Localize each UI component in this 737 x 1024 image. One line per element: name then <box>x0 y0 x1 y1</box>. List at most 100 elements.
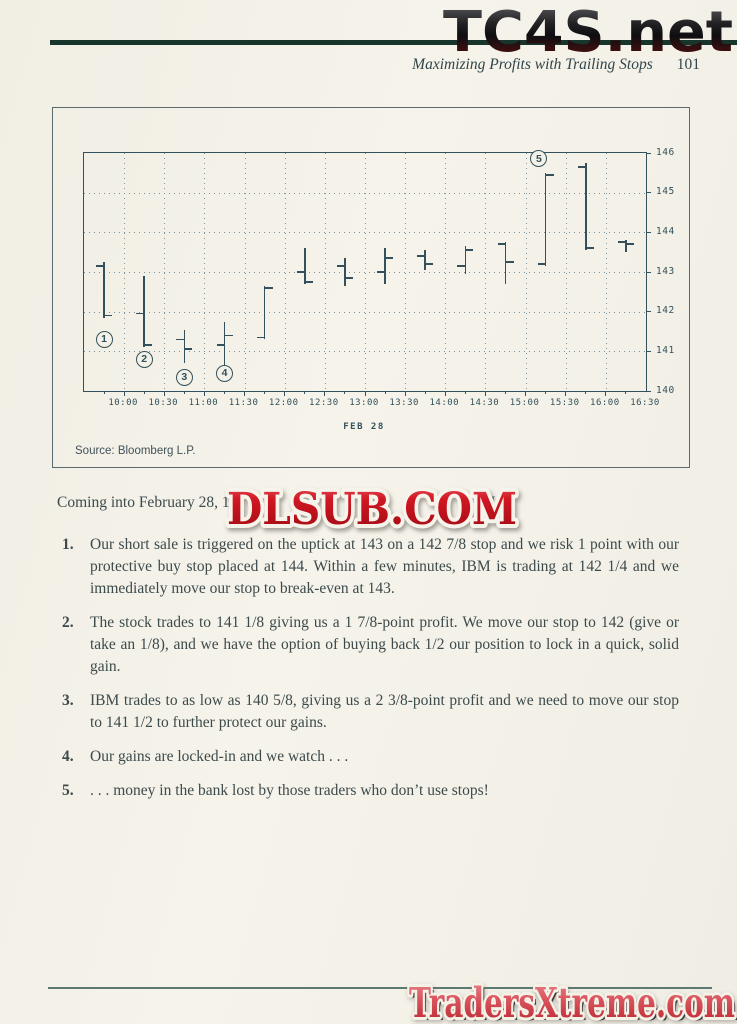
y-axis-tick <box>646 152 651 154</box>
chart-figure: 1 2 3 4 5 140 141 142 143 144 145 146 10:00 10:30 11:… <box>52 107 690 468</box>
x-axis-tick <box>344 391 346 394</box>
list-item: 3. IBM trades to as low as 140 5/8, givin… <box>57 690 679 734</box>
gridline-v <box>565 153 567 391</box>
x-axis-tick <box>224 391 225 394</box>
annotation-circle: 3 <box>175 368 193 386</box>
tradersxtreme-watermark-text: TradersXtreme.com <box>409 979 735 1024</box>
annotation-circle: 4 <box>216 364 233 382</box>
gridline-v <box>405 153 407 391</box>
gridline-v <box>445 153 447 391</box>
gridline-v <box>605 153 607 391</box>
open-tick <box>617 241 626 244</box>
x-axis-tick <box>103 391 105 394</box>
price-bar <box>223 321 226 366</box>
open-tick <box>336 265 345 267</box>
x-axis-tick <box>264 391 266 394</box>
price-bar <box>424 250 426 270</box>
close-tick <box>104 314 113 317</box>
y-tick-label: 140 <box>656 384 675 396</box>
gridline-v <box>525 153 527 391</box>
x-axis-tick <box>625 391 627 394</box>
header-rule <box>50 40 737 45</box>
x-axis-tick <box>525 391 527 396</box>
open-tick <box>296 271 305 273</box>
body-text: Coming into February 28, 1 M. 1. Our short… <box>57 492 679 814</box>
gridline-v <box>365 153 366 391</box>
page-number: 101 <box>676 56 700 73</box>
x-tick-label: 15:00 <box>509 398 540 408</box>
y-tick-label: 144 <box>656 225 675 237</box>
price-bar <box>544 172 547 267</box>
x-axis-tick <box>464 391 466 394</box>
price-bar <box>464 246 467 274</box>
close-tick <box>625 243 634 246</box>
gridline-v <box>244 153 246 391</box>
x-tick-label: 10:30 <box>148 398 179 408</box>
x-axis-tick <box>585 391 587 394</box>
y-tick-label: 143 <box>656 265 675 277</box>
gridline-v <box>485 153 487 391</box>
x-tick-label: 11:30 <box>228 398 259 408</box>
price-bar <box>344 258 346 286</box>
close-tick <box>425 263 434 265</box>
x-axis-tick <box>324 391 326 396</box>
close-tick <box>385 257 394 259</box>
annotation-circle: 2 <box>135 350 153 368</box>
open-tick <box>96 265 105 267</box>
x-axis-tick <box>244 391 246 396</box>
y-axis-tick <box>646 311 651 313</box>
gridline-v <box>204 153 206 391</box>
close-tick <box>344 277 353 279</box>
x-axis-tick <box>203 391 205 396</box>
x-tick-label: 12:30 <box>309 398 339 408</box>
close-tick <box>545 173 554 176</box>
x-axis-tick <box>304 391 306 394</box>
x-tick-label: 13:00 <box>349 398 379 408</box>
list-item: 4. Our gains are locked-in and we watch .… <box>57 746 679 768</box>
open-tick <box>497 243 506 246</box>
price-bar <box>584 162 587 251</box>
x-tick-label: 14:30 <box>469 398 500 408</box>
x-axis-tick <box>505 391 506 394</box>
annotation-circle: 5 <box>530 150 548 168</box>
open-tick <box>176 338 185 341</box>
tradersxtreme-watermark: TradersXtreme.com TradersXtreme.com <box>406 976 737 1024</box>
close-tick <box>144 344 153 347</box>
y-tick-label: 145 <box>656 186 675 198</box>
list-item: 5. . . . money in the bank lost by those … <box>57 780 679 802</box>
x-axis-tick <box>404 391 406 396</box>
chart-plot: 1 2 3 4 5 <box>83 150 651 396</box>
tc4s-watermark: TC4S.net <box>443 0 733 64</box>
x-tick-label: 11:00 <box>188 398 219 408</box>
x-axis-tick <box>143 391 145 394</box>
x-tick-label: 16:00 <box>590 398 620 408</box>
list-item-number: 3. <box>62 692 74 709</box>
list-item-text: The stock trades to 141 1/8 giving us a … <box>90 614 679 675</box>
x-axis-tick <box>484 391 486 396</box>
x-axis-tick <box>364 391 366 396</box>
x-axis-tick <box>183 391 185 394</box>
x-axis-tick <box>163 391 165 396</box>
x-tick-label: 12:00 <box>268 398 299 408</box>
price-bar <box>625 240 627 253</box>
running-head: Maximizing Profits with Trailing Stops 10… <box>0 56 700 74</box>
x-axis-tick <box>565 391 567 396</box>
intro-text-after: M. <box>481 494 500 511</box>
close-tick <box>465 249 474 251</box>
open-tick <box>216 344 225 347</box>
x-tick-label: 16:30 <box>630 398 660 408</box>
y-axis-tick <box>646 231 651 233</box>
open-tick <box>256 336 265 339</box>
tc4s-watermark-text: TC4S.net <box>443 0 733 64</box>
running-title: Maximizing Profits with Trailing Stops <box>412 56 653 73</box>
price-bar <box>263 285 266 340</box>
open-tick <box>537 263 546 265</box>
list-item-text: . . . money in the bank lost by those tr… <box>90 782 489 799</box>
price-bar <box>143 275 145 348</box>
list-item-text: Our gains are locked-in and we watch . .… <box>90 748 349 765</box>
open-tick <box>136 312 145 315</box>
x-axis-tick <box>444 391 446 396</box>
x-axis-tick <box>384 391 386 394</box>
y-axis-tick <box>646 350 651 352</box>
